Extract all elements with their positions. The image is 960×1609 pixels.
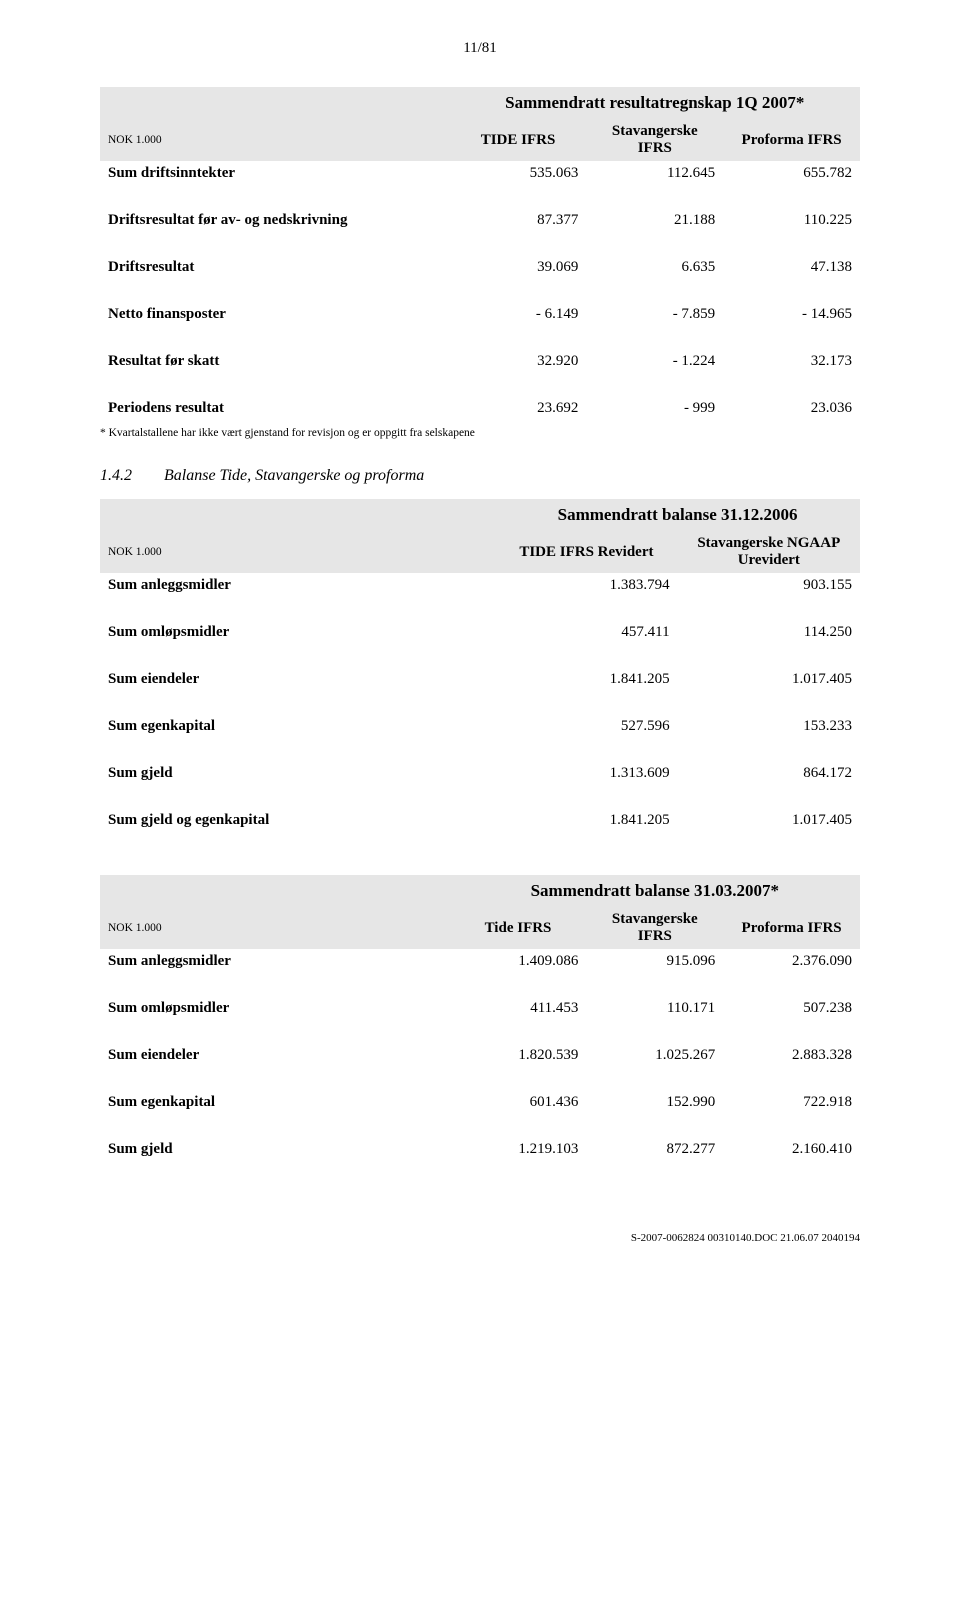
table-balance-1q2007: Sammendratt balanse 31.03.2007* NOK 1.00…	[100, 875, 860, 1162]
table-income-1q2007: Sammendratt resultatregnskap 1Q 2007* NO…	[100, 87, 860, 421]
table-row: Sum egenkapital 601.436 152.990 722.918	[100, 1090, 860, 1115]
table-row: Sum anleggsmidler 1.409.086 915.096 2.37…	[100, 949, 860, 974]
table-row: Sum gjeld 1.219.103 872.277 2.160.410	[100, 1137, 860, 1162]
footnote: * Kvartalstallene har ikke vært gjenstan…	[100, 427, 860, 439]
table-row: Sum gjeld 1.313.609 864.172	[100, 761, 860, 786]
table-row: Sum eiendeler 1.841.205 1.017.405	[100, 667, 860, 692]
table2-col1: TIDE IFRS Revidert	[495, 531, 677, 573]
table1-col1: TIDE IFRS	[450, 119, 587, 161]
table1-col3: Proforma IFRS	[723, 119, 860, 161]
table3-title: Sammendratt balanse 31.03.2007*	[450, 875, 860, 907]
table3-col3: Proforma IFRS	[723, 907, 860, 949]
table-balance-2006: Sammendratt balanse 31.12.2006 NOK 1.000…	[100, 499, 860, 833]
table-row: Sum egenkapital 527.596 153.233	[100, 714, 860, 739]
table-row: Sum driftsinntekter 535.063 112.645 655.…	[100, 161, 860, 186]
table2-col2: Stavangerske NGAAP Urevidert	[678, 531, 860, 573]
table-row: Sum gjeld og egenkapital 1.841.205 1.017…	[100, 808, 860, 833]
table-row: Resultat før skatt 32.920 - 1.224 32.173	[100, 349, 860, 374]
table-row: Periodens resultat 23.692 - 999 23.036	[100, 396, 860, 421]
table3-col2: Stavangerske IFRS	[586, 907, 723, 949]
table-row: Sum omløpsmidler 411.453 110.171 507.238	[100, 996, 860, 1021]
table3-col1: Tide IFRS	[450, 907, 587, 949]
table-row: Sum omløpsmidler 457.411 114.250	[100, 620, 860, 645]
table1-title: Sammendratt resultatregnskap 1Q 2007*	[450, 87, 860, 119]
table-row: Sum anleggsmidler 1.383.794 903.155	[100, 573, 860, 598]
table1-col2: Stavangerske IFRS	[586, 119, 723, 161]
unit-label: NOK 1.000	[100, 531, 495, 573]
section-number: 1.4.2	[100, 467, 132, 484]
section-heading: 1.4.2 Balanse Tide, Stavangerske og prof…	[100, 467, 860, 485]
table-row: Driftsresultat 39.069 6.635 47.138	[100, 255, 860, 280]
table2-title: Sammendratt balanse 31.12.2006	[495, 499, 860, 531]
table-row: Driftsresultat før av- og nedskrivning 8…	[100, 208, 860, 233]
page-footer: S-2007-0062824 00310140.DOC 21.06.07 204…	[100, 1232, 860, 1244]
table-row: Sum eiendeler 1.820.539 1.025.267 2.883.…	[100, 1043, 860, 1068]
page-number: 11/81	[100, 40, 860, 57]
table-row: Netto finansposter - 6.149 - 7.859 - 14.…	[100, 302, 860, 327]
section-title: Balanse Tide, Stavangerske og proforma	[164, 467, 424, 484]
unit-label: NOK 1.000	[100, 907, 450, 949]
unit-label: NOK 1.000	[100, 119, 450, 161]
